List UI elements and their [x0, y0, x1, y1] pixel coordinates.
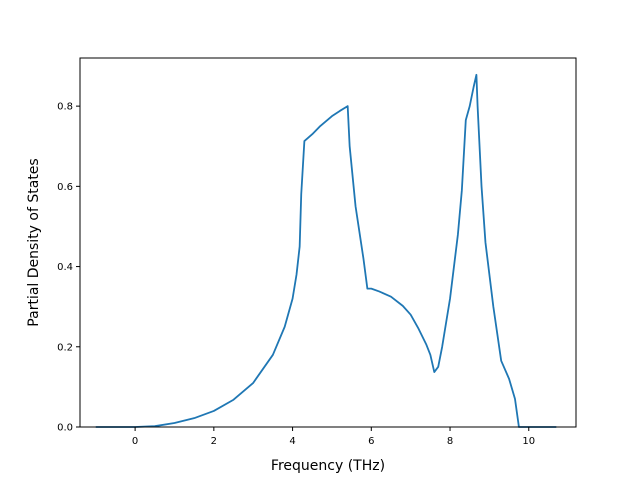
x-tick-label: 10	[522, 436, 535, 447]
plot-frame	[79, 57, 577, 428]
x-tick-label: 0	[132, 436, 138, 447]
series-line-0	[95, 73, 557, 428]
y-tick-label: 0.2	[57, 342, 73, 353]
x-tick-label: 2	[211, 436, 217, 447]
x-tick-label: 4	[289, 436, 295, 447]
x-tick-label: 6	[368, 436, 374, 447]
y-axis-label: Partial Density of States	[26, 158, 42, 326]
x-tick-label: 8	[447, 436, 453, 447]
y-tick-label: 0.8	[57, 102, 73, 113]
x-axis-label: Frequency (THz)	[271, 458, 385, 474]
y-tick-label: 0.6	[57, 182, 73, 193]
y-tick-label: 0.0	[57, 423, 73, 434]
y-tick-label: 0.4	[57, 262, 73, 273]
